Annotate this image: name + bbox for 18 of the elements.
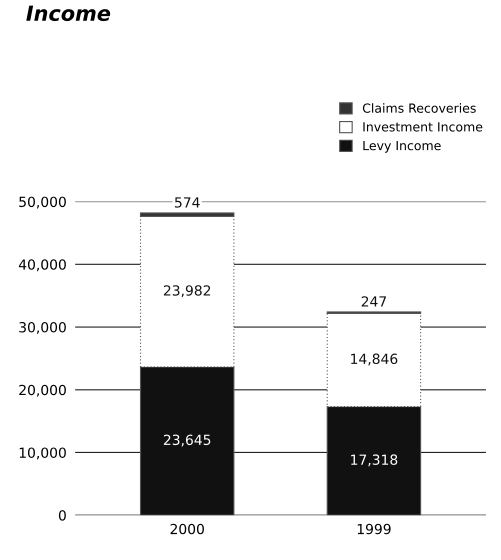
data-label: 23,645	[164, 434, 210, 446]
y-tick-label: 10,000	[20, 447, 66, 460]
y-tick-label: 0	[58, 510, 66, 521]
data-label: 574	[175, 197, 200, 208]
y-tick-label: 50,000	[19, 196, 66, 208]
data-label: 247	[362, 296, 386, 307]
legend-label: Claims Recoveries	[362, 103, 476, 113]
data-label: 17,318	[351, 454, 398, 466]
y-tick-label: 30,000	[19, 322, 66, 334]
x-tick-label: 2000	[170, 524, 204, 534]
y-tick-label: 20,000	[19, 384, 66, 397]
data-label: 23,982	[164, 285, 210, 298]
data-label: 14,846	[351, 354, 398, 366]
legend-label: Levy Income	[363, 141, 441, 153]
chart-title: Income	[26, 6, 110, 22]
legend-label: Investment Income	[363, 122, 482, 132]
y-tick-label: 40,000	[18, 259, 66, 272]
x-tick-label: 1999	[358, 524, 391, 534]
